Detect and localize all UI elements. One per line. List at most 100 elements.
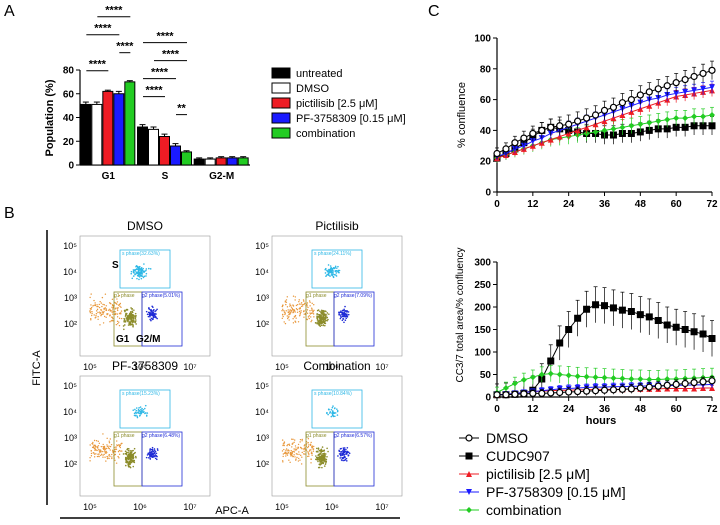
flow-event-s bbox=[135, 265, 137, 268]
flow-event-debris bbox=[120, 450, 122, 452]
flow-event-g1 bbox=[124, 321, 127, 323]
legend-swatch-untreated bbox=[271, 67, 291, 79]
flow-event-g1 bbox=[325, 458, 327, 461]
flow-x-tick-label: 10⁵ bbox=[83, 362, 97, 372]
flow-event-g2 bbox=[148, 452, 150, 454]
flow-y-tick-label: 10⁴ bbox=[63, 267, 77, 277]
flow-event-debris bbox=[119, 444, 122, 447]
flow-event-g1 bbox=[323, 453, 325, 455]
line-chart-legend: DMSO CUDC907 pictilisib [2.5 μM] PF-3758309… bbox=[459, 430, 626, 518]
flow-event-g1 bbox=[324, 454, 326, 457]
flow-event-g1 bbox=[315, 450, 318, 453]
flow-event-debris bbox=[96, 445, 98, 448]
significance-label: **** bbox=[94, 23, 112, 35]
confluence-point-dmso bbox=[618, 99, 627, 107]
flow-event-s bbox=[332, 405, 334, 407]
legend-label-combination: combination bbox=[486, 502, 562, 518]
flow-event-g2 bbox=[343, 321, 345, 324]
flow-event-g1 bbox=[320, 457, 323, 459]
flow-event-g2 bbox=[156, 448, 159, 450]
caspase-point-cudc bbox=[699, 330, 707, 338]
flow-event-debris bbox=[111, 308, 114, 310]
confluence-x-tick-label: 60 bbox=[671, 199, 683, 210]
flow-event-g1 bbox=[320, 314, 322, 317]
flow-y-tick-label: 10² bbox=[64, 319, 77, 329]
flow-event-s bbox=[141, 273, 144, 275]
flow-event-debris bbox=[281, 314, 284, 316]
flow-event-g2 bbox=[152, 309, 155, 312]
confluence-point-dmso bbox=[547, 123, 555, 131]
flow-y-tick-label: 10⁵ bbox=[255, 381, 269, 391]
flow-event-debris bbox=[89, 444, 91, 446]
flow-event-debris bbox=[97, 447, 99, 449]
flow-event-debris bbox=[312, 450, 315, 452]
flow-y-tick-label: 10³ bbox=[64, 433, 77, 443]
flow-event-debris bbox=[296, 303, 299, 306]
flow-event-debris bbox=[307, 445, 310, 448]
flow-event-debris bbox=[105, 309, 108, 312]
flow-event-debris bbox=[283, 321, 285, 323]
flow-event-debris bbox=[98, 455, 100, 457]
confluence-y-tick-label: 80 bbox=[480, 64, 492, 75]
flow-event-g2 bbox=[154, 315, 157, 318]
flow-event-debris bbox=[290, 449, 292, 452]
flow-gate-g1-label: g1 phase bbox=[114, 293, 135, 299]
flow-event-debris bbox=[285, 449, 287, 452]
flow-event-s bbox=[135, 268, 138, 271]
flow-events bbox=[281, 264, 350, 328]
confluence-point-dmso bbox=[511, 139, 519, 147]
flow-gate-g1-label: g1 phase bbox=[306, 293, 327, 299]
flow-event-g1 bbox=[326, 447, 328, 450]
flow-event-debris bbox=[301, 456, 303, 458]
flow-y-tick-label: 10³ bbox=[256, 433, 269, 443]
flow-plot: Combination 10⁵ 10⁴ 10³ 10² 10⁵ 10⁶ 10⁷ s phase(… bbox=[255, 359, 403, 512]
flow-event-debris bbox=[299, 441, 301, 443]
flow-event-debris bbox=[101, 311, 104, 313]
flow-event-g2 bbox=[151, 448, 154, 451]
flow-event-g1 bbox=[321, 310, 323, 313]
flow-event-g1 bbox=[327, 318, 329, 321]
flow-event-debris bbox=[296, 453, 299, 455]
flow-event-debris bbox=[292, 455, 294, 458]
flow-event-debris bbox=[281, 439, 284, 441]
flow-event-debris bbox=[307, 438, 310, 440]
confluence-point-combination bbox=[682, 115, 689, 122]
flow-events bbox=[89, 263, 158, 331]
caspase-point-dmso bbox=[565, 388, 573, 396]
flow-event-debris bbox=[307, 455, 309, 458]
flow-event-g1 bbox=[122, 325, 125, 327]
flow-event-debris bbox=[106, 447, 108, 450]
flow-event-g2 bbox=[146, 313, 149, 316]
confluence-series-dmso bbox=[493, 60, 716, 160]
flow-event-g2 bbox=[154, 449, 156, 452]
confluence-point-dmso bbox=[654, 85, 662, 93]
flow-event-s bbox=[132, 270, 135, 273]
flow-event-g2 bbox=[151, 446, 154, 449]
flow-event-g1 bbox=[320, 463, 322, 465]
flow-event-debris bbox=[302, 303, 304, 306]
flow-event-g1 bbox=[316, 313, 318, 316]
flow-event-g1 bbox=[126, 448, 128, 451]
flow-event-g2 bbox=[146, 454, 149, 456]
flow-event-g1 bbox=[128, 450, 130, 452]
flow-event-debris bbox=[120, 312, 122, 314]
flow-event-debris bbox=[306, 305, 308, 307]
legend-label-dmso: DMSO bbox=[486, 430, 528, 446]
flow-event-g1 bbox=[131, 310, 134, 312]
flow-event-s bbox=[135, 412, 138, 414]
flow-event-g1 bbox=[324, 316, 326, 319]
legend-marker-combination bbox=[466, 507, 472, 513]
significance-label: **** bbox=[156, 31, 174, 43]
flow-event-debris bbox=[99, 450, 101, 453]
confluence-line-chart: % confluence 0 20 40 60 80 100 0 12 24 36 48 60 72 bbox=[456, 34, 718, 211]
flow-event-debris bbox=[287, 451, 290, 454]
flow-x-tick-label: 10⁷ bbox=[375, 502, 388, 512]
flow-event-debris bbox=[114, 448, 116, 451]
flow-event-g1 bbox=[324, 453, 327, 455]
flow-event-s bbox=[140, 411, 143, 414]
caspase-point-combination bbox=[628, 376, 635, 382]
significance-label: **** bbox=[89, 59, 107, 71]
caspase-y-tick-label: 150 bbox=[474, 325, 491, 336]
flow-event-s bbox=[144, 412, 147, 414]
flow-event-s bbox=[134, 270, 137, 272]
